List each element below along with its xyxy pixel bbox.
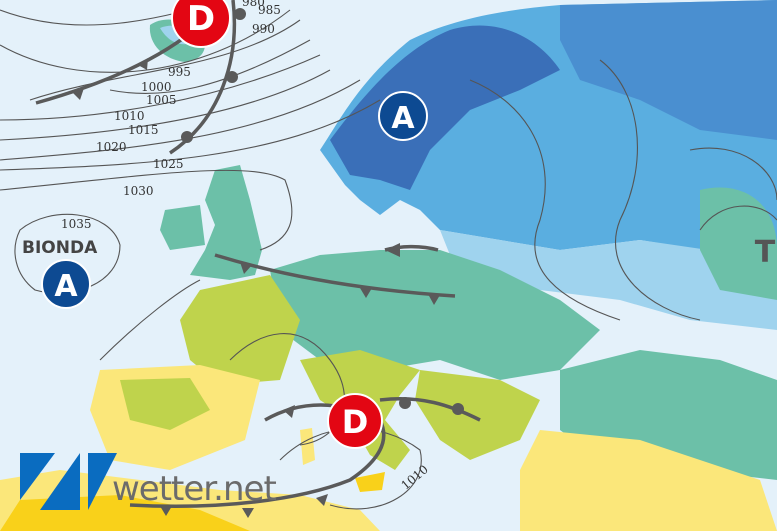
wetter-net-logo: wetter.net — [20, 453, 277, 510]
low-iceland: D — [171, 0, 231, 48]
high-bionda: BIONDA A — [22, 238, 98, 309]
fronts — [35, 0, 481, 518]
high-marker-label: A — [391, 101, 415, 136]
isobar-label: 980 — [242, 0, 265, 9]
low-italy: D — [327, 393, 383, 449]
isobar-label: 1035 — [61, 217, 92, 231]
high-name-label: BIONDA — [22, 238, 98, 258]
cold-front — [214, 253, 456, 298]
isobar-label: 1015 — [128, 123, 159, 137]
low-marker-label: D — [342, 403, 369, 441]
isobar-label: 1020 — [96, 140, 127, 154]
occluded-front — [379, 396, 481, 422]
isobar-label: 1005 — [146, 93, 177, 107]
low-marker-label: T — [755, 235, 776, 270]
isobar-label: 1030 — [123, 184, 154, 198]
cold-front-med — [129, 403, 386, 508]
logo-text: wetter.net — [112, 469, 276, 509]
isobar-label: 1010 — [114, 109, 145, 123]
high-scandinavia: A — [378, 91, 428, 141]
low-russia: T — [755, 235, 776, 270]
high-marker-label: A — [54, 269, 78, 304]
isobar-label: 995 — [168, 65, 191, 79]
isobar-label: 1000 — [141, 80, 172, 94]
isobar-labels: 980 985 990 995 1000 1005 1010 1015 1020… — [61, 0, 431, 493]
isobar-label: 985 — [258, 3, 281, 17]
isobar-label: 990 — [252, 22, 275, 36]
isobar-label: 1025 — [153, 157, 184, 171]
low-marker-label: D — [187, 0, 215, 39]
